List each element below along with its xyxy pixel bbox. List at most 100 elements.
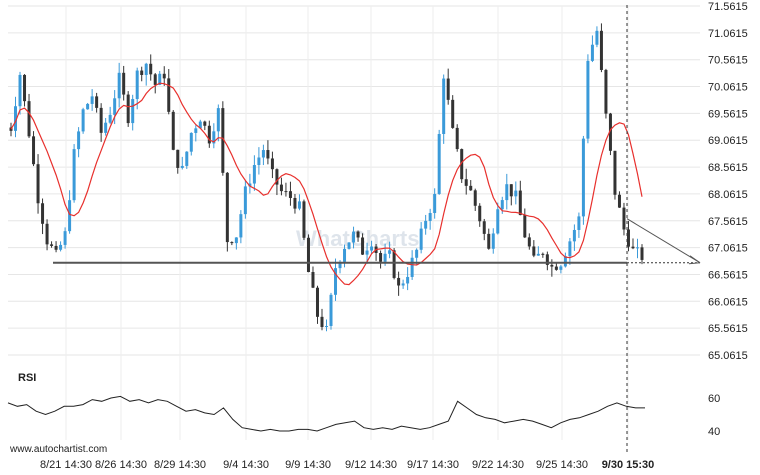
time-tick-label: 8/21 14:30 [40, 459, 92, 471]
candle-body [72, 149, 76, 201]
candle-body [117, 72, 121, 99]
price-tick-label: 68.5615 [708, 162, 748, 174]
candle-body [14, 106, 18, 131]
candle-body [437, 134, 441, 194]
candle-body [194, 128, 198, 133]
candle-body [81, 109, 85, 132]
candle-body [442, 78, 446, 135]
candle-body [131, 99, 135, 124]
rsi-label: RSI [18, 372, 36, 384]
rsi-line [7, 395, 645, 432]
candle-body [509, 184, 513, 197]
time-tick-label: 9/4 14:30 [223, 459, 269, 471]
candle-body [631, 246, 635, 249]
candle-body [365, 250, 369, 255]
candle-body [635, 247, 639, 249]
candle-body [77, 131, 81, 150]
candle-body [284, 191, 288, 193]
candle-body [487, 233, 491, 249]
candle-body [144, 63, 148, 75]
candle-body [464, 179, 468, 186]
candle-body [347, 242, 351, 249]
candle-body [568, 241, 572, 257]
candle-body [419, 228, 423, 250]
candle-body [613, 150, 617, 195]
candle-body [388, 250, 392, 254]
candle-body [424, 220, 428, 229]
candle-body [491, 233, 495, 249]
candle-body [334, 268, 338, 295]
forecast-arrowhead [688, 255, 701, 265]
candle-body [401, 283, 405, 286]
price-tick-label: 66.5615 [708, 269, 748, 281]
rsi-axis: 60 40 [708, 393, 720, 438]
moving-average-line [10, 82, 643, 286]
candle-body [176, 149, 180, 168]
candle-body [261, 150, 265, 158]
candle-body [207, 125, 211, 144]
candle-body [36, 164, 40, 204]
candle-body [198, 121, 202, 129]
price-tick-label: 69.0615 [708, 135, 748, 147]
forecast-arrow [626, 218, 701, 265]
time-tick-label: 9/22 14:30 [472, 459, 524, 471]
candle-body [41, 203, 45, 224]
grid-lines [8, 5, 700, 440]
candle-body [212, 131, 216, 144]
site-url: www.autochartist.com [9, 444, 107, 455]
candle-body [288, 191, 292, 198]
candle-body [32, 136, 36, 165]
price-tick-label: 67.0615 [708, 243, 748, 255]
candle-body [617, 194, 621, 208]
candle-body [27, 101, 31, 137]
candle-body [189, 132, 193, 152]
candle-body [370, 246, 374, 251]
price-tick-label: 68.0615 [708, 189, 748, 201]
candle-body [243, 186, 247, 215]
candle-body [302, 201, 306, 238]
price-tick-label: 71.0615 [708, 28, 748, 40]
candle-body [406, 276, 410, 284]
time-tick-label: 9/25 14:30 [536, 459, 588, 471]
candle-body [469, 185, 473, 191]
candle-body [315, 287, 319, 317]
candle-body [451, 99, 455, 128]
candle-body [550, 264, 554, 267]
candle-body [257, 157, 261, 166]
time-tick-label: 8/26 14:30 [95, 459, 147, 471]
candle-body [234, 237, 238, 244]
candle-body [104, 122, 108, 133]
candle-body [500, 200, 504, 210]
candle-body [590, 44, 594, 61]
candle-body [622, 207, 626, 230]
time-tick-label: 8/29 14:30 [154, 459, 206, 471]
candle-body [122, 72, 126, 95]
rsi-tick-label: 60 [708, 393, 720, 405]
candle-body [135, 70, 139, 100]
candle-body [45, 223, 49, 245]
candle-body [306, 237, 310, 273]
candle-body [171, 111, 175, 150]
candle-body [185, 151, 189, 166]
time-tick-label: 9/9 14:30 [285, 459, 331, 471]
candle-body [221, 108, 225, 173]
price-tick-label: 65.0615 [708, 350, 748, 362]
time-tick-label: 9/17 14:30 [407, 459, 459, 471]
candle-body [577, 216, 581, 230]
candle-body [527, 237, 531, 247]
candle-body [86, 103, 90, 110]
time-tick-label: 9/30 15:30 [602, 459, 655, 471]
candle-body [626, 229, 630, 247]
candle-body [320, 316, 324, 327]
candle-body [554, 266, 558, 270]
candle-body [541, 253, 545, 255]
candle-body [356, 231, 360, 238]
candle-body [496, 209, 500, 234]
candle-body [514, 190, 518, 197]
candle-body [383, 253, 387, 262]
candle-body [90, 96, 94, 104]
candle-body [532, 246, 536, 256]
price-axis: 71.5615 71.0615 70.5615 70.0615 69.5615 69.06… [708, 1, 748, 362]
candle-body [50, 244, 54, 246]
